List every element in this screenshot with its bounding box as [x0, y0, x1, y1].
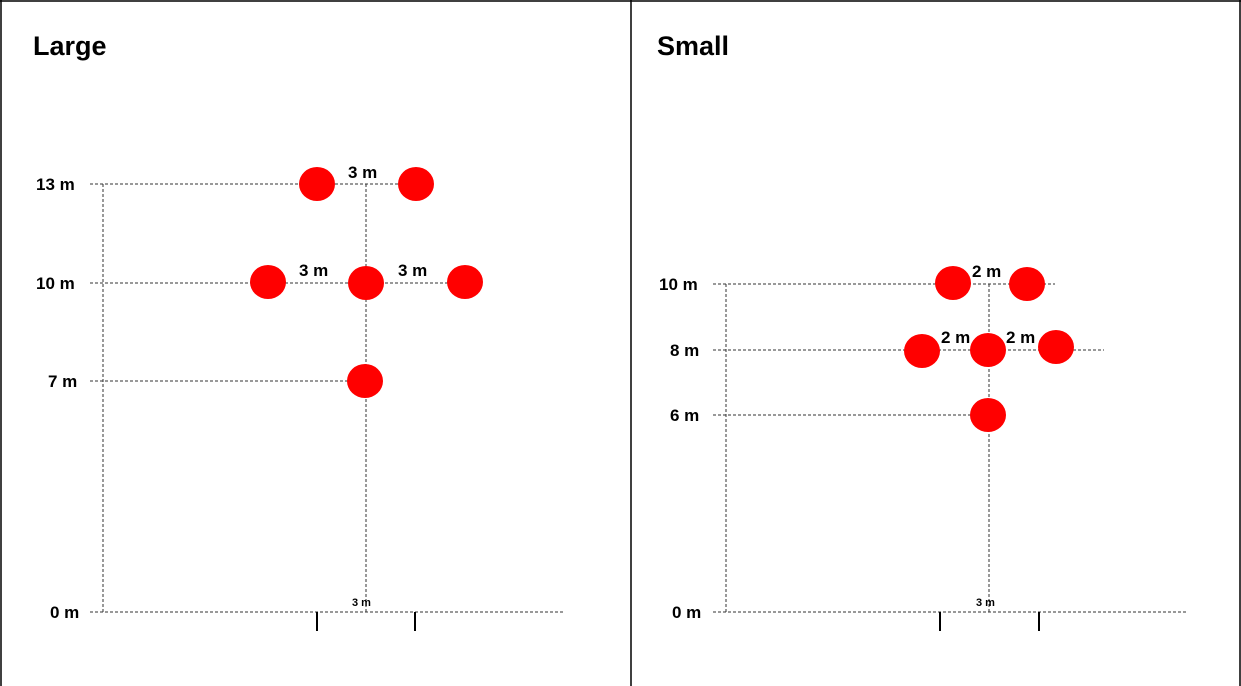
red-marker — [348, 266, 384, 300]
spacing-label: 2 m — [1006, 328, 1035, 347]
y-label-10m: 10 m — [36, 274, 75, 293]
panel-title-small: Small — [657, 31, 729, 61]
spacing-label: 3 m — [348, 163, 377, 182]
spacing-label: 2 m — [972, 262, 1001, 281]
panel-small: Small 10 m 8 m 6 m 0 m 2 m 2 m 2 m 3 m — [657, 31, 1188, 631]
panel-title-large: Large — [33, 31, 107, 61]
panel-large: Large 13 m 10 m 7 m 0 m 3 m 3 m 3 m 3 m — [33, 31, 565, 631]
bottom-spacing-label: 3 m — [352, 597, 371, 609]
red-marker — [970, 333, 1006, 367]
y-label-0m: 0 m — [672, 603, 701, 622]
y-label-0m: 0 m — [50, 603, 79, 622]
spacing-label: 3 m — [299, 261, 328, 280]
red-marker — [904, 334, 940, 368]
y-label-10m: 10 m — [659, 275, 698, 294]
red-marker — [447, 265, 483, 299]
spacing-label: 2 m — [941, 328, 970, 347]
red-marker — [398, 167, 434, 201]
y-label-13m: 13 m — [36, 175, 75, 194]
red-marker — [1009, 267, 1045, 301]
red-marker — [347, 364, 383, 398]
y-label-7m: 7 m — [48, 372, 77, 391]
spacing-label: 3 m — [398, 261, 427, 280]
red-marker — [1038, 330, 1074, 364]
red-marker — [970, 398, 1006, 432]
y-label-8m: 8 m — [670, 341, 699, 360]
red-marker — [299, 167, 335, 201]
bottom-spacing-label: 3 m — [976, 597, 995, 609]
red-marker — [250, 265, 286, 299]
y-label-6m: 6 m — [670, 406, 699, 425]
red-marker — [935, 266, 971, 300]
